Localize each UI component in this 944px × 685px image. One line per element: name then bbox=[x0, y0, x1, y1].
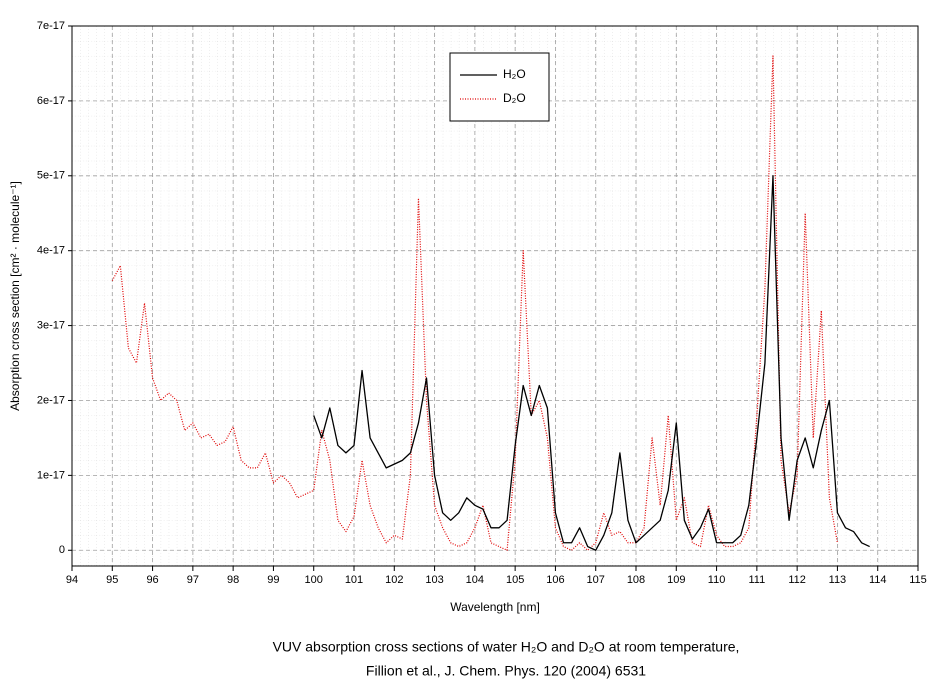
x-tick-label: 107 bbox=[587, 574, 605, 586]
ticks: 94 95 96 97 98 99 100 101 102 103 104 105 106 107 108 1… bbox=[37, 20, 927, 586]
y-tick-label: 6e-17 bbox=[37, 95, 65, 107]
y-axis-label: Absorption cross section [cm² · molecule… bbox=[8, 181, 22, 411]
x-tick-label: 101 bbox=[345, 574, 363, 586]
y-tick-label: 1e-17 bbox=[37, 469, 65, 481]
x-tick-label: 100 bbox=[305, 574, 323, 586]
y-tick-label: 7e-17 bbox=[37, 20, 65, 32]
x-tick-label: 106 bbox=[546, 574, 564, 586]
x-tick-label: 112 bbox=[788, 574, 806, 586]
x-tick-label: 114 bbox=[869, 574, 887, 586]
lines bbox=[111, 55, 870, 551]
legend-label: H₂O bbox=[503, 67, 526, 81]
x-tick-label: 113 bbox=[829, 574, 847, 586]
x-tick-label: 109 bbox=[667, 574, 685, 586]
x-tick-label: 115 bbox=[909, 574, 927, 586]
x-tick-label: 96 bbox=[146, 574, 158, 586]
legend-label: D₂O bbox=[503, 91, 526, 105]
y-tick-label: 0 bbox=[59, 544, 65, 556]
x-axis-label: Wavelength [nm] bbox=[450, 600, 540, 614]
y-tick-label: 4e-17 bbox=[37, 245, 65, 257]
series-line bbox=[313, 175, 870, 551]
x-tick-label: 108 bbox=[627, 574, 645, 586]
y-tick-label: 3e-17 bbox=[37, 319, 65, 331]
legend-box bbox=[449, 52, 550, 122]
x-tick-label: 99 bbox=[267, 574, 279, 586]
y-tick-label: 2e-17 bbox=[37, 394, 65, 406]
x-tick-label: 97 bbox=[187, 574, 199, 586]
x-tick-label: 105 bbox=[506, 574, 524, 586]
x-tick-label: 94 bbox=[66, 574, 78, 586]
x-tick-label: 98 bbox=[227, 574, 239, 586]
x-tick-label: 102 bbox=[385, 574, 403, 586]
caption-line: Fillion et al., J. Chem. Phys. 120 (2004… bbox=[366, 663, 646, 679]
x-tick-label: 111 bbox=[748, 574, 765, 586]
caption-line: VUV absorption cross sections of water H… bbox=[273, 639, 740, 655]
x-tick-label: 103 bbox=[425, 574, 443, 586]
x-tick-label: 95 bbox=[106, 574, 118, 586]
series-line bbox=[111, 55, 839, 551]
x-tick-label: 110 bbox=[708, 574, 726, 586]
plot-frame bbox=[71, 25, 919, 567]
x-tick-label: 104 bbox=[466, 574, 484, 586]
y-tick-label: 5e-17 bbox=[37, 170, 65, 182]
legend: H₂O D₂O bbox=[449, 52, 550, 122]
